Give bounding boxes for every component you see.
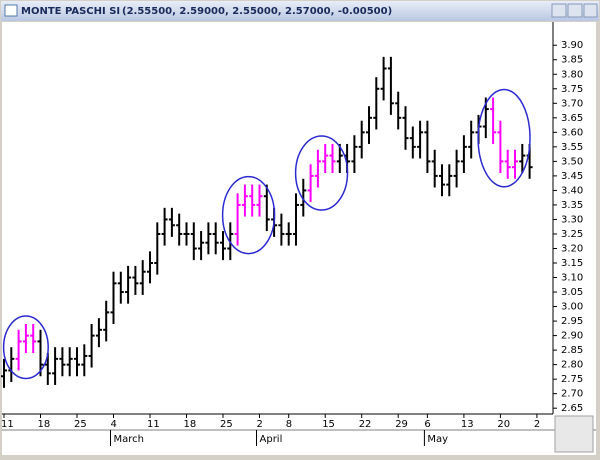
x-tick-label: 4: [111, 419, 117, 430]
month-label: April: [260, 434, 283, 445]
y-tick-label: 3.30: [561, 214, 583, 225]
x-tick-label: 29: [395, 419, 408, 430]
highlight-circle: [477, 88, 531, 188]
y-tick-label: 3.90: [561, 40, 583, 51]
y-tick-label: 3.00: [561, 302, 583, 313]
minimize-button[interactable]: [551, 3, 567, 18]
corner-box: [554, 415, 594, 453]
y-tick-label: 3.70: [561, 98, 583, 109]
close-button[interactable]: [583, 3, 598, 18]
y-tick-label: 3.10: [561, 273, 583, 284]
y-tick-label: 3.20: [561, 243, 583, 254]
y-tick-label: 3.45: [561, 171, 583, 182]
x-tick-label: 22: [359, 419, 372, 430]
y-tick-label: 2.85: [561, 345, 583, 356]
y-tick-label: 3.65: [561, 113, 583, 124]
y-tick-label: 3.25: [561, 229, 583, 240]
y-tick-label: 3.50: [561, 156, 583, 167]
maximize-button[interactable]: [567, 3, 583, 18]
plot-background: [2, 22, 596, 455]
x-tick-label: 25: [74, 419, 87, 430]
y-tick-label: 2.95: [561, 316, 583, 327]
x-tick-label: 6: [424, 419, 430, 430]
y-tick-label: 3.60: [561, 127, 583, 138]
y-tick-label: 3.15: [561, 258, 583, 269]
x-tick-label: 2: [257, 419, 263, 430]
month-label: March: [114, 434, 144, 445]
x-tick-label: 25: [220, 419, 233, 430]
month-label: May: [427, 434, 448, 445]
chart-title: MONTE PASCHI SI: [21, 6, 120, 17]
y-tick-label: 3.85: [561, 55, 583, 66]
highlight-circle: [2, 315, 49, 380]
y-tick-label: 2.75: [561, 374, 583, 385]
x-tick-label: 11: [147, 419, 160, 430]
highlight-circle: [294, 135, 349, 211]
y-tick-label: 3.40: [561, 185, 583, 196]
title-bar: [1, 1, 599, 21]
x-tick-label: 18: [38, 419, 51, 430]
x-tick-label: 20: [497, 419, 510, 430]
x-tick-label: 2: [534, 419, 540, 430]
chart-subtitle: (2.55500, 2.59000, 2.55000, 2.57000, -0.…: [122, 6, 392, 17]
x-tick-label: 8: [286, 419, 292, 430]
y-tick-label: 3.05: [561, 287, 583, 298]
y-tick-label: 2.70: [561, 389, 583, 400]
y-tick-label: 3.35: [561, 200, 583, 211]
y-tick-label: 2.90: [561, 331, 583, 342]
x-tick-label: 11: [1, 419, 14, 430]
window-icon: [4, 4, 18, 17]
y-tick-label: 2.80: [561, 360, 583, 371]
highlight-circle: [221, 175, 276, 255]
y-tick-label: 3.75: [561, 84, 583, 95]
y-tick-label: 2.65: [561, 403, 583, 414]
x-tick-label: 15: [322, 419, 335, 430]
y-tick-label: 3.55: [561, 142, 583, 153]
x-tick-label: 18: [184, 419, 197, 430]
x-tick-label: 13: [461, 419, 474, 430]
y-tick-label: 3.80: [561, 69, 583, 80]
